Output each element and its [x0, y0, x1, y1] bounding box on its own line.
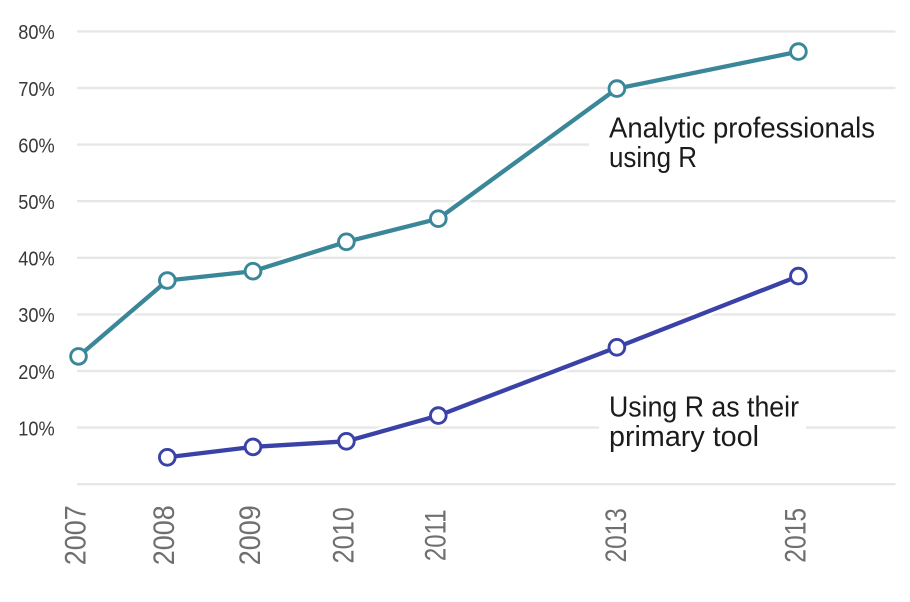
svg-text:2008: 2008	[148, 505, 181, 565]
svg-text:2010: 2010	[327, 507, 360, 563]
svg-text:60%: 60%	[18, 135, 55, 157]
svg-text:30%: 30%	[18, 305, 55, 327]
svg-text:2013: 2013	[600, 508, 633, 562]
svg-text:2009: 2009	[234, 505, 267, 565]
svg-text:using R: using R	[609, 142, 697, 174]
svg-text:20%: 20%	[18, 362, 55, 384]
svg-text:80%: 80%	[18, 22, 55, 44]
svg-text:Analytic professionals: Analytic professionals	[609, 113, 875, 145]
svg-text:40%: 40%	[18, 249, 55, 271]
svg-text:Using R as their: Using R as their	[609, 392, 799, 424]
svg-text:70%: 70%	[18, 79, 55, 101]
svg-text:10%: 10%	[18, 418, 55, 440]
svg-text:2015: 2015	[780, 508, 813, 563]
svg-text:2011: 2011	[420, 509, 453, 561]
svg-text:primary tool: primary tool	[609, 421, 759, 453]
svg-text:2007: 2007	[59, 505, 92, 565]
svg-text:50%: 50%	[18, 192, 55, 214]
